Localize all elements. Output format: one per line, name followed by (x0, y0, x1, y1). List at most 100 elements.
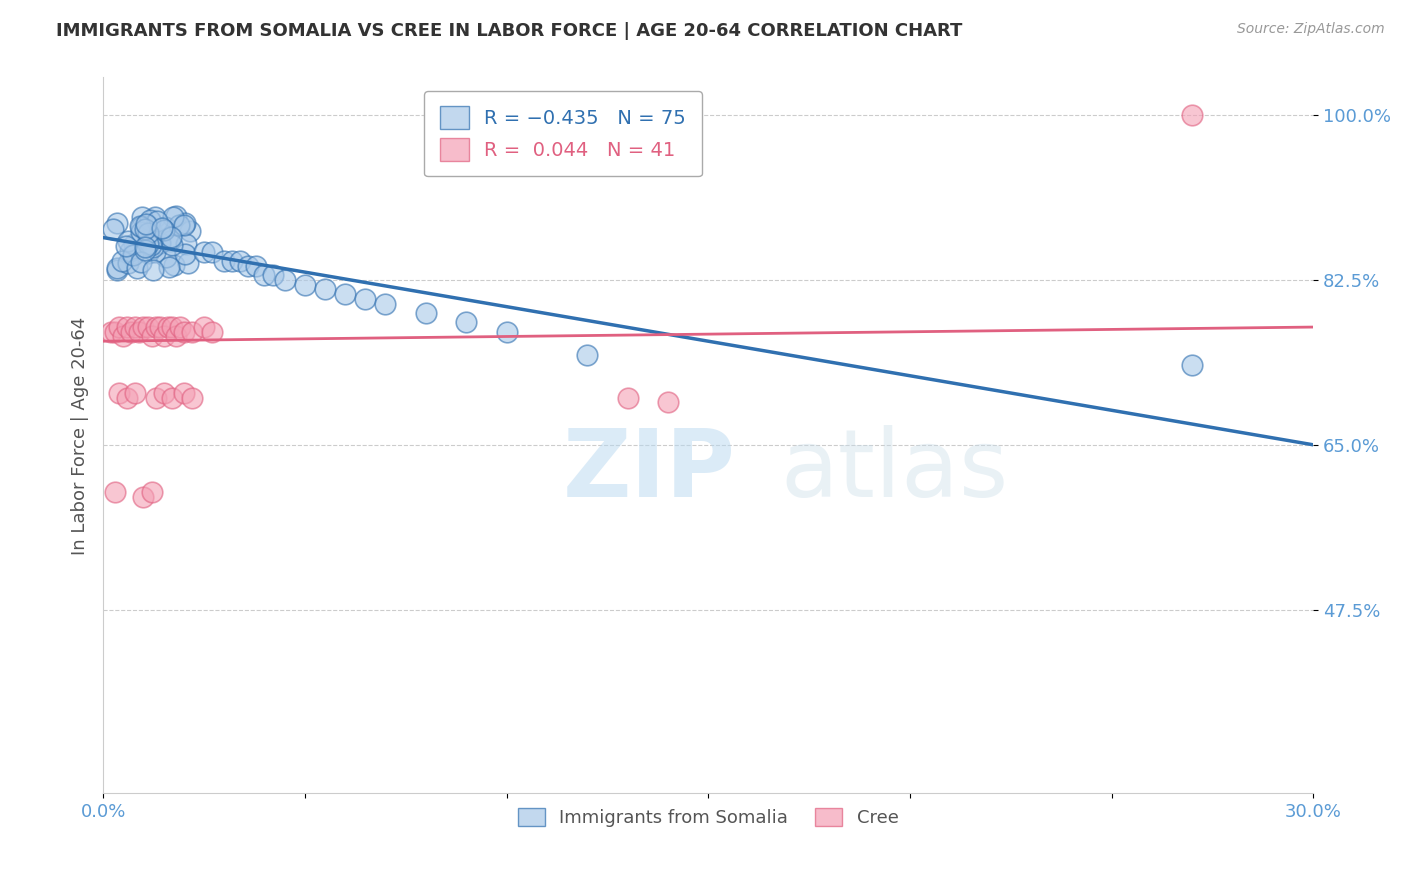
Point (117, 391, 139, 405)
Point (201, 325, 224, 339)
Point (142, 263, 165, 277)
Point (132, 490, 155, 504)
Point (155, 250, 177, 264)
Point (141, 230, 163, 244)
Point (108, 386, 131, 401)
Point (146, 214, 169, 228)
Point (108, 320, 131, 334)
Point (238, 259, 260, 273)
Point (1181, 108, 1204, 122)
Point (145, 320, 167, 334)
Point (616, 391, 638, 405)
Point (253, 268, 276, 283)
Point (156, 320, 179, 334)
Point (245, 259, 267, 273)
Point (105, 263, 128, 277)
Point (143, 210, 166, 224)
Point (129, 219, 152, 234)
Point (134, 244, 156, 258)
Point (145, 245, 167, 260)
Point (333, 287, 356, 301)
Point (139, 237, 162, 252)
Point (117, 256, 139, 270)
Point (136, 246, 159, 260)
Point (121, 246, 143, 260)
Point (134, 240, 156, 254)
Point (128, 325, 150, 339)
Point (138, 213, 160, 227)
Point (456, 315, 478, 329)
Point (193, 320, 215, 334)
Point (128, 219, 150, 233)
Point (495, 325, 517, 339)
Point (117, 320, 139, 334)
Point (124, 236, 146, 251)
Point (179, 224, 201, 238)
Point (136, 236, 159, 251)
Point (160, 320, 183, 334)
Point (141, 484, 163, 499)
Point (576, 348, 599, 362)
Point (129, 226, 152, 240)
Point (103, 221, 125, 235)
Point (173, 218, 195, 232)
Point (173, 246, 195, 260)
Point (141, 329, 163, 343)
Point (173, 216, 195, 230)
Point (124, 386, 146, 401)
Point (229, 254, 252, 268)
Point (201, 244, 224, 259)
Point (167, 219, 190, 233)
Point (149, 236, 172, 251)
Point (176, 237, 198, 252)
Point (159, 234, 181, 248)
Point (104, 484, 127, 499)
Point (157, 260, 180, 274)
Point (153, 219, 176, 234)
Point (124, 320, 146, 334)
Point (314, 282, 336, 296)
Point (120, 325, 142, 339)
Point (125, 261, 148, 276)
Point (169, 320, 191, 334)
Point (100, 325, 122, 339)
Point (177, 256, 200, 270)
Point (135, 217, 157, 231)
Point (193, 244, 215, 259)
Point (104, 325, 127, 339)
Point (131, 210, 153, 224)
Point (221, 254, 243, 268)
Point (354, 292, 377, 306)
Point (160, 391, 183, 405)
Point (163, 258, 186, 272)
Point (117, 234, 139, 248)
Point (160, 238, 183, 252)
Point (136, 227, 159, 241)
Text: ZIP: ZIP (562, 425, 735, 517)
Point (118, 244, 141, 259)
Point (160, 229, 183, 244)
Text: atlas: atlas (780, 425, 1010, 517)
Point (145, 391, 167, 405)
Point (105, 216, 128, 230)
Point (138, 219, 160, 233)
Point (262, 268, 284, 283)
Point (294, 277, 316, 292)
Text: IMMIGRANTS FROM SOMALIA VS CREE IN LABOR FORCE | AGE 20-64 CORRELATION CHART: IMMIGRANTS FROM SOMALIA VS CREE IN LABOR… (56, 22, 963, 40)
Point (150, 220, 173, 235)
Point (134, 222, 156, 236)
Point (657, 395, 679, 409)
Point (142, 240, 165, 254)
Point (162, 211, 184, 225)
Point (111, 254, 134, 268)
Point (273, 273, 295, 287)
Legend: Immigrants from Somalia, Cree: Immigrants from Somalia, Cree (510, 801, 905, 834)
Point (152, 386, 174, 401)
Point (129, 255, 152, 269)
Point (173, 386, 195, 401)
Y-axis label: In Labor Force | Age 20-64: In Labor Force | Age 20-64 (72, 317, 89, 555)
Point (180, 391, 202, 405)
Point (122, 248, 145, 262)
Point (132, 320, 155, 334)
Point (165, 209, 187, 223)
